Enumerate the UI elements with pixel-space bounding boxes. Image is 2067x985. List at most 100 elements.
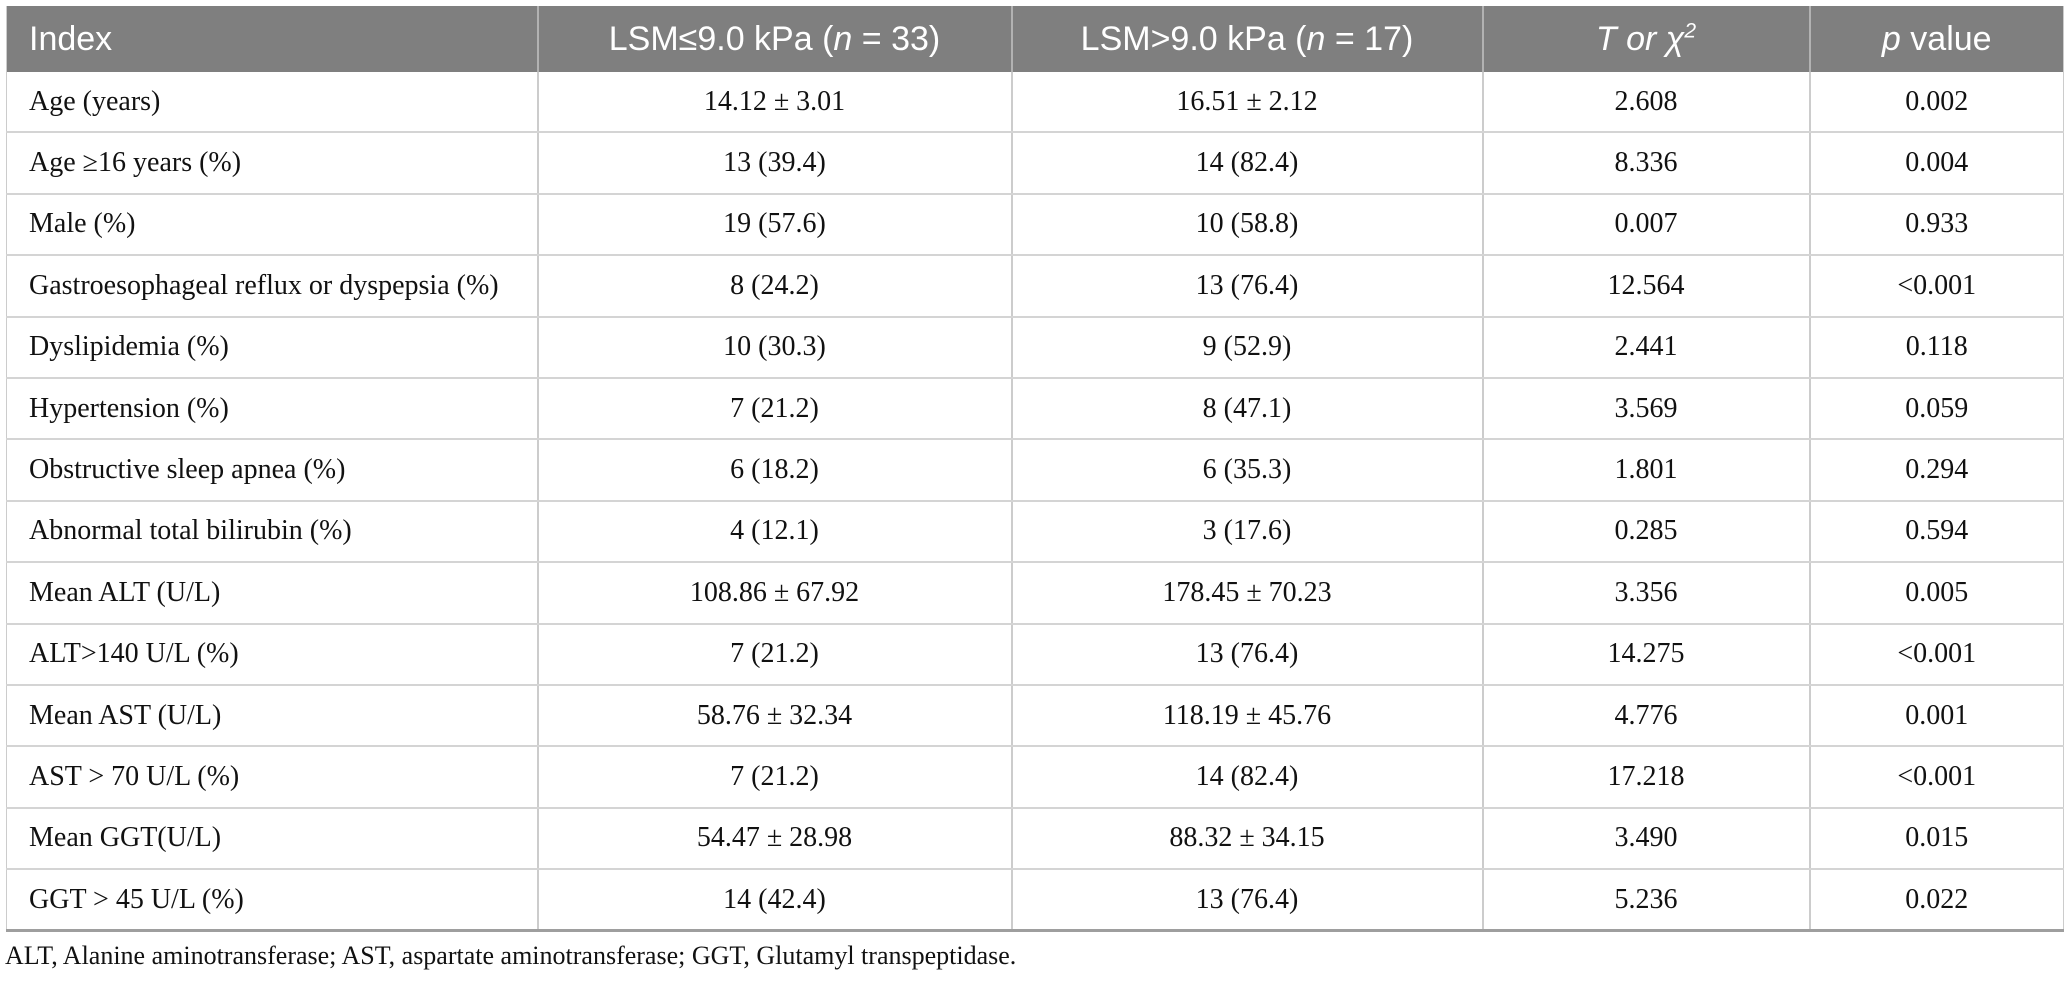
cell-lsm-le-9: 19 (57.6) [537, 193, 1013, 257]
cell-lsm-le-9: 10 (30.3) [537, 316, 1013, 379]
cell-lsm-le-9: 6 (18.2) [537, 439, 1013, 502]
cell-lsm-gt-9: 13 (76.4) [1011, 255, 1484, 318]
table-row: GGT > 45 U/L (%) 14 (42.4) 13 (76.4) 5.236 0… [6, 869, 2064, 933]
table-header-row: Index LSM≤9.0 kPa (n = 33) LSM>9.0 kPa (n … [6, 6, 2064, 72]
table-header: Index LSM≤9.0 kPa (n = 33) LSM>9.0 kPa (n … [6, 6, 2064, 72]
cell-t-or-chi2: 0.007 [1482, 193, 1811, 257]
cell-p-value: 0.933 [1809, 193, 2064, 257]
cell-p-value: <0.001 [1809, 746, 2064, 809]
cell-p-value: 0.294 [1809, 439, 2064, 502]
row-label: Mean GGT(U/L) [6, 807, 539, 871]
header-text-segment: = 33) [852, 19, 941, 58]
cell-lsm-le-9: 54.47 ± 28.98 [537, 807, 1013, 871]
header-text-segment: T or χ [1595, 19, 1685, 58]
table-row: Mean GGT(U/L) 54.47 ± 28.98 88.32 ± 34.15 3… [6, 807, 2064, 871]
cell-lsm-le-9: 13 (39.4) [537, 132, 1013, 195]
cell-lsm-gt-9: 178.45 ± 70.23 [1011, 562, 1484, 625]
cell-p-value: 0.002 [1809, 72, 2064, 134]
cell-lsm-gt-9: 6 (35.3) [1011, 439, 1484, 502]
cell-lsm-le-9: 4 (12.1) [537, 500, 1013, 564]
column-header-lsm-le-9: LSM≤9.0 kPa (n = 33) [537, 6, 1013, 72]
row-label: Mean ALT (U/L) [6, 562, 539, 625]
cell-t-or-chi2: 3.490 [1482, 807, 1811, 871]
cell-t-or-chi2: 3.569 [1482, 377, 1811, 441]
cell-p-value: 0.118 [1809, 316, 2064, 379]
cell-p-value: 0.001 [1809, 684, 2064, 748]
table-row: Mean ALT (U/L) 108.86 ± 67.92 178.45 ± 70.… [6, 562, 2064, 625]
table-row: Male (%) 19 (57.6) 10 (58.8) 0.007 0.933 [6, 193, 2064, 257]
table-body: Age (years) 14.12 ± 3.01 16.51 ± 2.12 2.608… [6, 72, 2064, 933]
cell-lsm-gt-9: 9 (52.9) [1011, 316, 1484, 379]
cell-p-value: <0.001 [1809, 623, 2064, 686]
cell-t-or-chi2: 0.285 [1482, 500, 1811, 564]
cell-t-or-chi2: 4.776 [1482, 684, 1811, 748]
row-label: Hypertension (%) [6, 377, 539, 441]
header-text-segment: LSM≤9.0 kPa ( [608, 19, 834, 58]
row-label: Age ≥16 years (%) [6, 132, 539, 195]
comparison-table-wrapper: Index LSM≤9.0 kPa (n = 33) LSM>9.0 kPa (n … [6, 6, 2064, 933]
header-text-segment: 2 [1684, 19, 1697, 43]
row-label: Male (%) [6, 193, 539, 257]
row-label: Obstructive sleep apnea (%) [6, 439, 539, 502]
table-row: Mean AST (U/L) 58.76 ± 32.34 118.19 ± 45.7… [6, 684, 2064, 748]
table-row: Obstructive sleep apnea (%) 6 (18.2) 6 (35… [6, 439, 2064, 502]
header-text-segment: n [833, 19, 853, 58]
row-label: AST > 70 U/L (%) [6, 746, 539, 809]
row-label: GGT > 45 U/L (%) [6, 869, 539, 933]
cell-t-or-chi2: 2.608 [1482, 72, 1811, 134]
header-text-segment: Index [29, 19, 113, 58]
cell-p-value: 0.015 [1809, 807, 2064, 871]
cell-lsm-le-9: 58.76 ± 32.34 [537, 684, 1013, 748]
cell-t-or-chi2: 14.275 [1482, 623, 1811, 686]
cell-lsm-le-9: 8 (24.2) [537, 255, 1013, 318]
table-row: Gastroesophageal reflux or dyspepsia (%)… [6, 255, 2064, 318]
cell-lsm-gt-9: 118.19 ± 45.76 [1011, 684, 1484, 748]
header-text-segment: value [1900, 19, 1992, 58]
header-text-segment: p [1881, 19, 1901, 58]
table-row: Age ≥16 years (%) 13 (39.4) 14 (82.4) 8.336… [6, 132, 2064, 195]
cell-lsm-le-9: 7 (21.2) [537, 377, 1013, 441]
cell-lsm-le-9: 7 (21.2) [537, 746, 1013, 809]
table-row: Dyslipidemia (%) 10 (30.3) 9 (52.9) 2.441 0.… [6, 316, 2064, 379]
cell-t-or-chi2: 17.218 [1482, 746, 1811, 809]
row-label: Mean AST (U/L) [6, 684, 539, 748]
column-header-lsm-gt-9: LSM>9.0 kPa (n = 17) [1011, 6, 1484, 72]
cell-lsm-le-9: 14 (42.4) [537, 869, 1013, 933]
cell-t-or-chi2: 8.336 [1482, 132, 1811, 195]
header-text-segment: LSM>9.0 kPa ( [1080, 19, 1307, 58]
table-row: Abnormal total bilirubin (%) 4 (12.1) 3 (1… [6, 500, 2064, 564]
cell-lsm-gt-9: 8 (47.1) [1011, 377, 1484, 441]
cell-lsm-gt-9: 14 (82.4) [1011, 746, 1484, 809]
table-row: Age (years) 14.12 ± 3.01 16.51 ± 2.12 2.608… [6, 72, 2064, 134]
column-header-t-or-chi2: T or χ2 [1482, 6, 1811, 72]
row-label: ALT>140 U/L (%) [6, 623, 539, 686]
comparison-table: Index LSM≤9.0 kPa (n = 33) LSM>9.0 kPa (n … [6, 6, 2064, 933]
header-text-segment: n [1306, 19, 1326, 58]
table-footnote: ALT, Alanine aminotransferase; AST, aspa… [5, 941, 1017, 970]
table-row: ALT>140 U/L (%) 7 (21.2) 13 (76.4) 14.275 <0… [6, 623, 2064, 686]
cell-p-value: 0.004 [1809, 132, 2064, 195]
header-text-segment: = 17) [1325, 19, 1414, 58]
cell-lsm-le-9: 108.86 ± 67.92 [537, 562, 1013, 625]
cell-p-value: 0.022 [1809, 869, 2064, 933]
table-row: Hypertension (%) 7 (21.2) 8 (47.1) 3.569 0.0… [6, 377, 2064, 441]
cell-p-value: <0.001 [1809, 255, 2064, 318]
cell-p-value: 0.594 [1809, 500, 2064, 564]
column-header-index: Index [6, 6, 539, 72]
cell-t-or-chi2: 3.356 [1482, 562, 1811, 625]
cell-lsm-gt-9: 10 (58.8) [1011, 193, 1484, 257]
cell-lsm-gt-9: 13 (76.4) [1011, 869, 1484, 933]
cell-lsm-gt-9: 88.32 ± 34.15 [1011, 807, 1484, 871]
cell-p-value: 0.059 [1809, 377, 2064, 441]
cell-t-or-chi2: 12.564 [1482, 255, 1811, 318]
cell-lsm-gt-9: 16.51 ± 2.12 [1011, 72, 1484, 134]
cell-t-or-chi2: 2.441 [1482, 316, 1811, 379]
cell-lsm-le-9: 7 (21.2) [537, 623, 1013, 686]
cell-t-or-chi2: 1.801 [1482, 439, 1811, 502]
row-label: Abnormal total bilirubin (%) [6, 500, 539, 564]
cell-lsm-le-9: 14.12 ± 3.01 [537, 72, 1013, 134]
cell-lsm-gt-9: 3 (17.6) [1011, 500, 1484, 564]
column-header-p-value: p value [1809, 6, 2064, 72]
row-label: Age (years) [6, 72, 539, 134]
